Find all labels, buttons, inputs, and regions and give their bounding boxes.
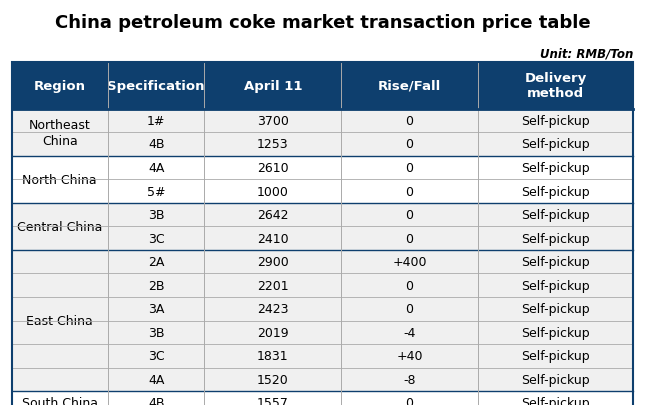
Bar bbox=[12, 63, 633, 405]
Text: Self-pickup: Self-pickup bbox=[521, 138, 590, 151]
Bar bbox=[12, 180, 633, 203]
Text: China petroleum coke market transaction price table: China petroleum coke market transaction … bbox=[55, 14, 590, 32]
Bar bbox=[12, 133, 633, 156]
Text: 2900: 2900 bbox=[257, 256, 288, 269]
Text: 1831: 1831 bbox=[257, 350, 288, 362]
Bar bbox=[12, 344, 633, 368]
Text: 2410: 2410 bbox=[257, 232, 288, 245]
Text: 1520: 1520 bbox=[257, 373, 288, 386]
Text: 4A: 4A bbox=[148, 162, 164, 175]
Bar bbox=[12, 63, 633, 109]
Bar bbox=[12, 156, 633, 180]
Text: 0: 0 bbox=[406, 279, 413, 292]
Bar bbox=[12, 368, 633, 391]
Text: Self-pickup: Self-pickup bbox=[521, 396, 590, 405]
Text: 0: 0 bbox=[406, 396, 413, 405]
Text: 0: 0 bbox=[406, 115, 413, 128]
Bar bbox=[12, 297, 633, 321]
Bar bbox=[12, 250, 633, 274]
Text: Delivery
method: Delivery method bbox=[524, 72, 587, 100]
Text: 4B: 4B bbox=[148, 396, 164, 405]
Text: 0: 0 bbox=[406, 232, 413, 245]
Text: Self-pickup: Self-pickup bbox=[521, 373, 590, 386]
Text: Central China: Central China bbox=[17, 220, 103, 233]
Text: -8: -8 bbox=[403, 373, 416, 386]
Text: 0: 0 bbox=[406, 303, 413, 315]
Text: 0: 0 bbox=[406, 185, 413, 198]
Text: 1253: 1253 bbox=[257, 138, 288, 151]
Bar bbox=[12, 109, 633, 133]
Text: Self-pickup: Self-pickup bbox=[521, 256, 590, 269]
Text: Self-pickup: Self-pickup bbox=[521, 232, 590, 245]
Text: 0: 0 bbox=[406, 209, 413, 222]
Text: Self-pickup: Self-pickup bbox=[521, 162, 590, 175]
Text: 3C: 3C bbox=[148, 232, 164, 245]
Text: 0: 0 bbox=[406, 138, 413, 151]
Text: -4: -4 bbox=[403, 326, 416, 339]
Text: 2A: 2A bbox=[148, 256, 164, 269]
Text: Self-pickup: Self-pickup bbox=[521, 115, 590, 128]
Text: 5#: 5# bbox=[147, 185, 165, 198]
Text: Self-pickup: Self-pickup bbox=[521, 303, 590, 315]
Text: Self-pickup: Self-pickup bbox=[521, 209, 590, 222]
Bar bbox=[12, 391, 633, 405]
Text: April 11: April 11 bbox=[244, 79, 302, 93]
Bar bbox=[12, 227, 633, 250]
Text: Self-pickup: Self-pickup bbox=[521, 350, 590, 362]
Text: 2201: 2201 bbox=[257, 279, 288, 292]
Text: Northeast
China: Northeast China bbox=[29, 118, 91, 147]
Text: Self-pickup: Self-pickup bbox=[521, 279, 590, 292]
Text: 4B: 4B bbox=[148, 138, 164, 151]
Text: 3A: 3A bbox=[148, 303, 164, 315]
Text: 2610: 2610 bbox=[257, 162, 288, 175]
Text: 3B: 3B bbox=[148, 209, 164, 222]
Text: +40: +40 bbox=[396, 350, 423, 362]
Text: 1000: 1000 bbox=[257, 185, 289, 198]
Bar bbox=[12, 321, 633, 344]
Text: +400: +400 bbox=[392, 256, 427, 269]
Text: 2B: 2B bbox=[148, 279, 164, 292]
Text: South China: South China bbox=[22, 396, 98, 405]
Text: 2019: 2019 bbox=[257, 326, 288, 339]
Text: 3C: 3C bbox=[148, 350, 164, 362]
Text: 3700: 3700 bbox=[257, 115, 289, 128]
Text: 1#: 1# bbox=[147, 115, 165, 128]
Text: Rise/Fall: Rise/Fall bbox=[378, 79, 441, 93]
Text: Self-pickup: Self-pickup bbox=[521, 185, 590, 198]
Text: Unit: RMB/Ton: Unit: RMB/Ton bbox=[540, 48, 633, 61]
Bar bbox=[12, 203, 633, 227]
Text: 0: 0 bbox=[406, 162, 413, 175]
Text: 2423: 2423 bbox=[257, 303, 288, 315]
Text: 2642: 2642 bbox=[257, 209, 288, 222]
Bar bbox=[12, 274, 633, 297]
Text: 3B: 3B bbox=[148, 326, 164, 339]
Text: 1557: 1557 bbox=[257, 396, 289, 405]
Text: Self-pickup: Self-pickup bbox=[521, 326, 590, 339]
Text: North China: North China bbox=[23, 173, 97, 186]
Text: 4A: 4A bbox=[148, 373, 164, 386]
Text: East China: East China bbox=[26, 314, 93, 327]
Text: Region: Region bbox=[34, 79, 86, 93]
Text: Specification: Specification bbox=[108, 79, 205, 93]
